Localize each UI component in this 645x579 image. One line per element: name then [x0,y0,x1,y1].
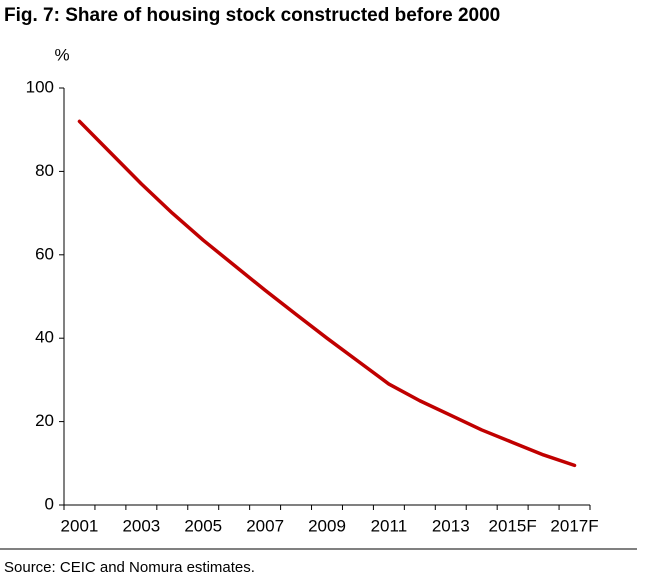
y-tick-label: 0 [45,494,54,513]
y-tick-label: 40 [35,328,54,347]
y-tick-label: 60 [35,244,54,263]
x-tick-label: 2017F [550,516,598,535]
x-tick-label: 2011 [371,516,408,535]
x-tick-label: 2005 [184,516,222,535]
y-axis-label: % [54,45,69,64]
line [77,119,577,468]
x-tick-label: 2013 [432,516,470,535]
source: Source: CEIC and Nomura estimates. [4,559,255,576]
y-tick-label: 100 [26,77,54,96]
y-tick-label: 20 [35,411,54,430]
x-tick-label: 2015F [489,516,537,535]
x-tick-label: 2003 [122,516,160,535]
x-tick-label: 2001 [61,516,99,535]
chart-title: Fig. 7: Share of housing stock construct… [4,5,500,26]
x-tick-label: 2007 [246,516,284,535]
x-tick-label: 2009 [308,516,346,535]
y-tick-label: 80 [35,161,54,180]
